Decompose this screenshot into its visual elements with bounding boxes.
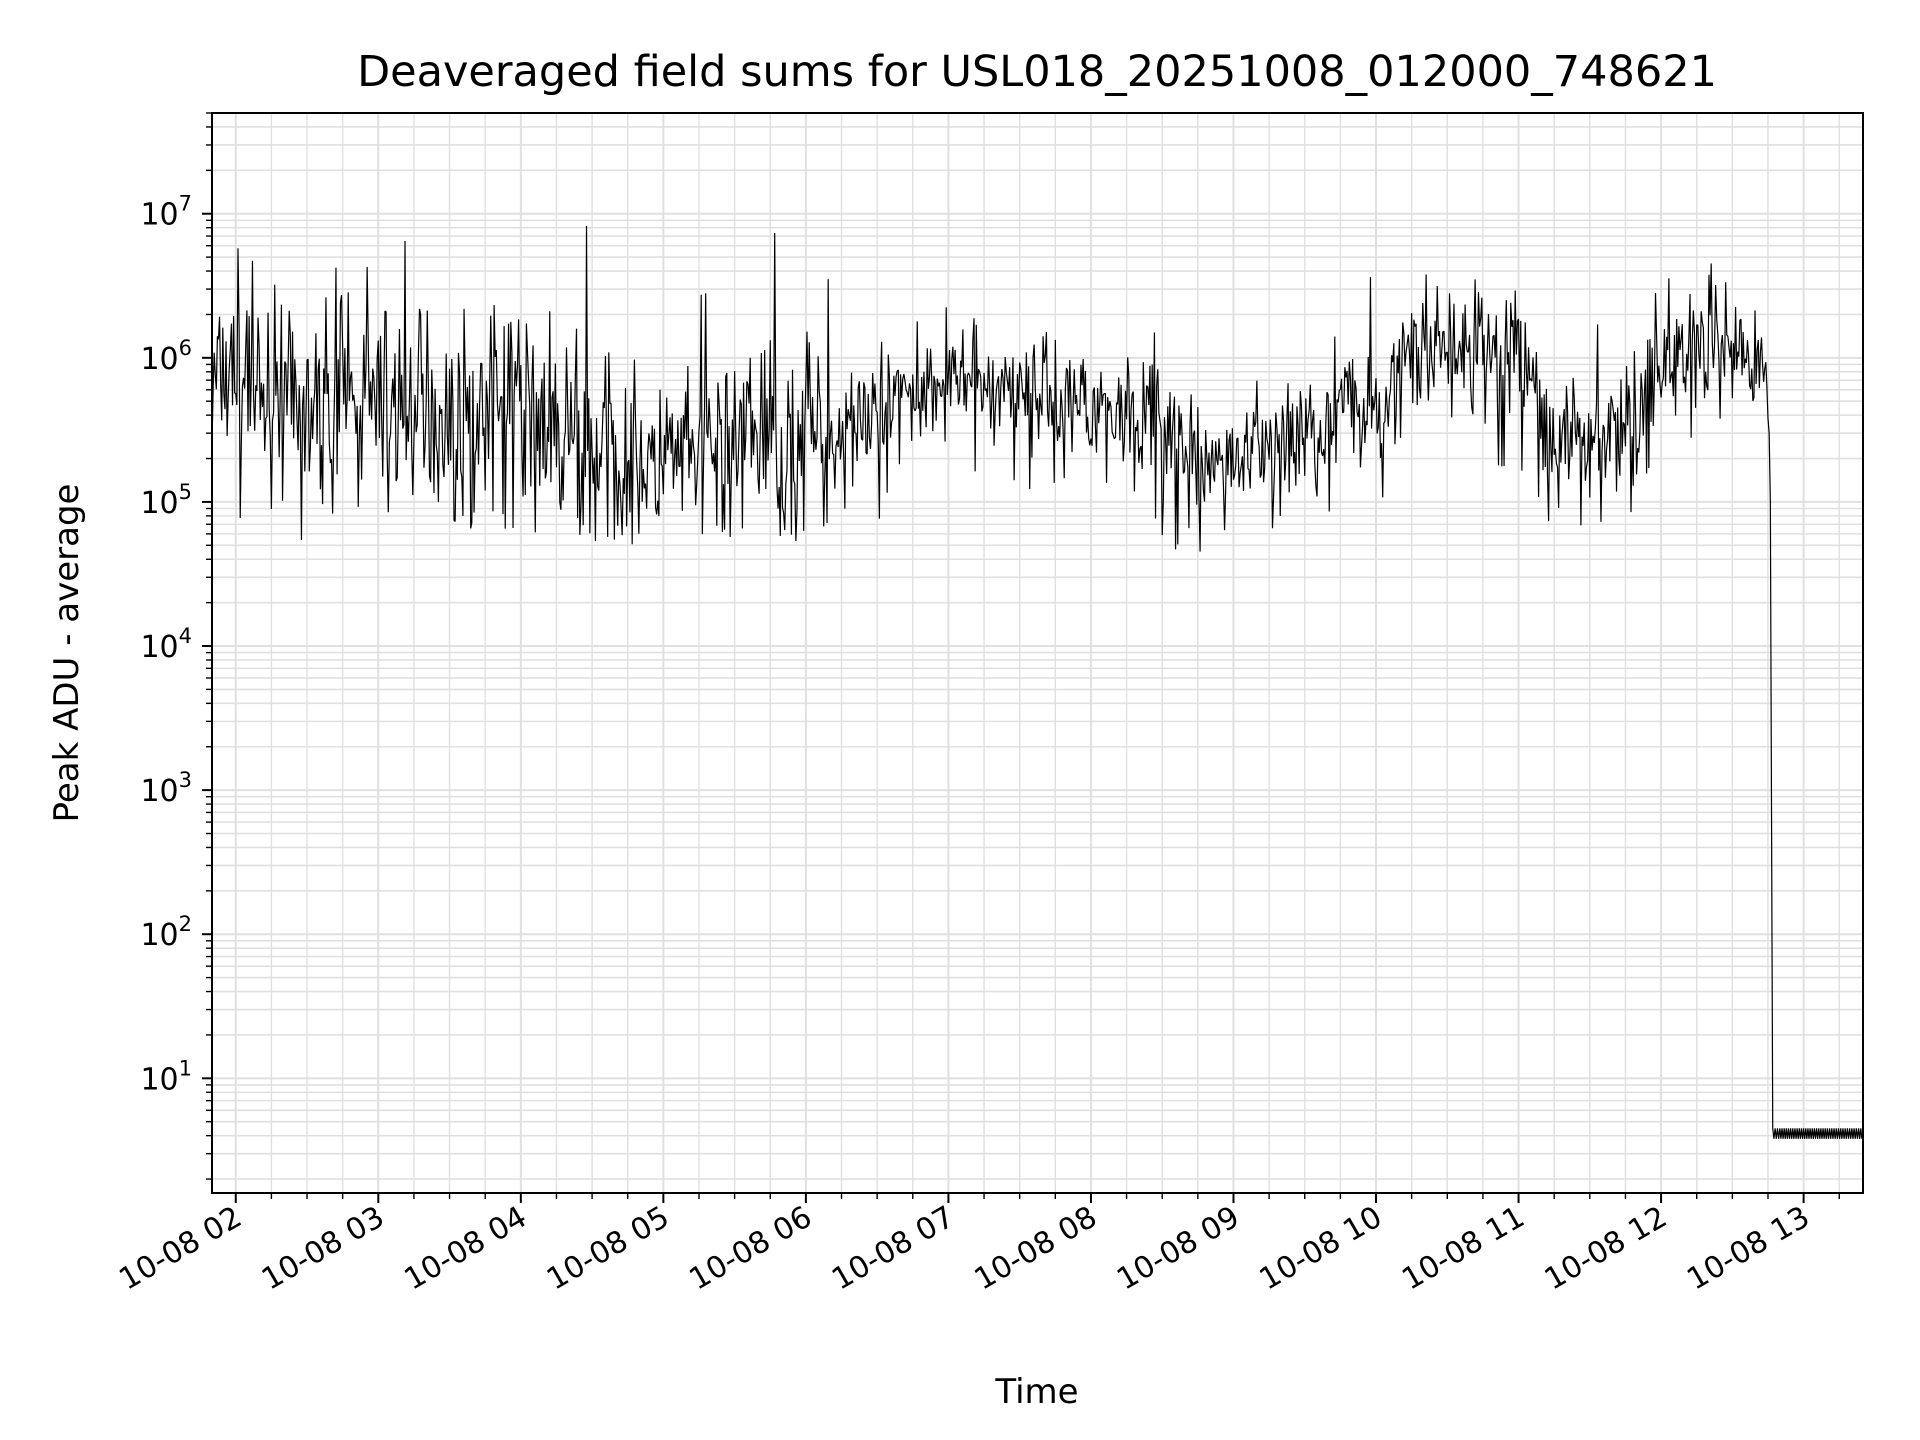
y-axis-label: Peak ADU - average <box>47 484 87 823</box>
series-line <box>211 225 1864 1140</box>
y-tick-label: 106 <box>140 336 192 377</box>
data-series <box>211 225 1864 1140</box>
y-tick-label: 102 <box>140 912 192 953</box>
y-tick-label: 107 <box>140 192 192 233</box>
grid-lines <box>212 112 1863 1193</box>
y-tick-label: 103 <box>140 768 192 809</box>
y-tick-label: 104 <box>140 624 192 665</box>
y-tick-label: 101 <box>140 1056 192 1097</box>
x-axis-label: Time <box>994 1372 1078 1412</box>
chart-title: Deaveraged field sums for USL018_2025100… <box>357 47 1717 97</box>
y-tick-label: 105 <box>140 480 192 521</box>
